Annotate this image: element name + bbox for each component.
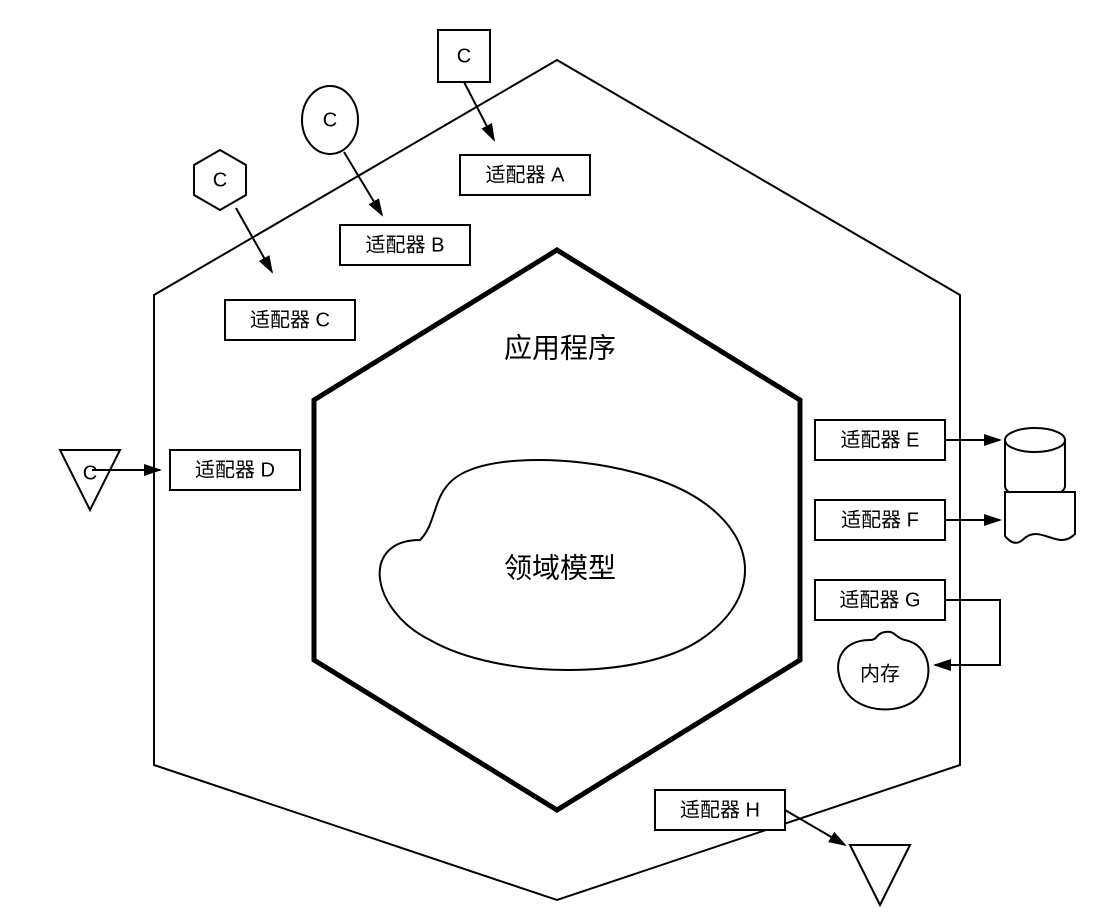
- adapter-h-label: 适配器 H: [680, 798, 760, 821]
- adapter-h: 适配器 H: [655, 790, 785, 830]
- adapter-c: 适配器 C: [225, 300, 355, 340]
- client-arrow-2: [236, 208, 272, 272]
- adapter-g: 适配器 G: [815, 580, 945, 620]
- svg-text:C: C: [457, 45, 471, 67]
- application-label: 应用程序: [504, 332, 616, 363]
- adapter-d: 适配器 D: [170, 450, 300, 490]
- adapter-b: 适配器 B: [340, 225, 470, 265]
- adapter-f-label: 适配器 F: [841, 508, 919, 531]
- adapter-b-label: 适配器 B: [366, 233, 445, 256]
- client-ellipse-icon: C: [302, 86, 358, 154]
- svg-text:C: C: [213, 169, 227, 191]
- client-square-icon: C: [438, 30, 490, 82]
- triangle-output-icon: [850, 845, 910, 905]
- hexagonal-architecture-diagram: 应用程序 领域模型 适配器 A 适配器 B 适配器 C 适配器 D 适配器 E 适配器 F…: [0, 0, 1114, 924]
- memory-label: 内存: [860, 662, 900, 685]
- adapter-e-label: 适配器 E: [841, 428, 920, 451]
- domain-model-label: 领域模型: [504, 552, 616, 583]
- adapter-d-label: 适配器 D: [195, 458, 275, 481]
- adapter-e: 适配器 E: [815, 420, 945, 460]
- document-icon: [1005, 492, 1075, 543]
- adapter-g-label: 适配器 G: [839, 588, 920, 611]
- client-triangle-icon: C: [60, 450, 120, 510]
- adapter-c-label: 适配器 C: [250, 308, 330, 331]
- database-icon: [1005, 428, 1065, 498]
- client-hexagon-icon: C: [194, 150, 246, 210]
- adapter-a: 适配器 A: [460, 155, 590, 195]
- adapter-f: 适配器 F: [815, 500, 945, 540]
- client-arrow-1: [344, 152, 382, 215]
- adapter-a-label: 适配器 A: [486, 163, 566, 186]
- svg-text:C: C: [83, 462, 97, 484]
- adapter-h-arrow: [785, 810, 845, 845]
- svg-text:C: C: [323, 109, 337, 131]
